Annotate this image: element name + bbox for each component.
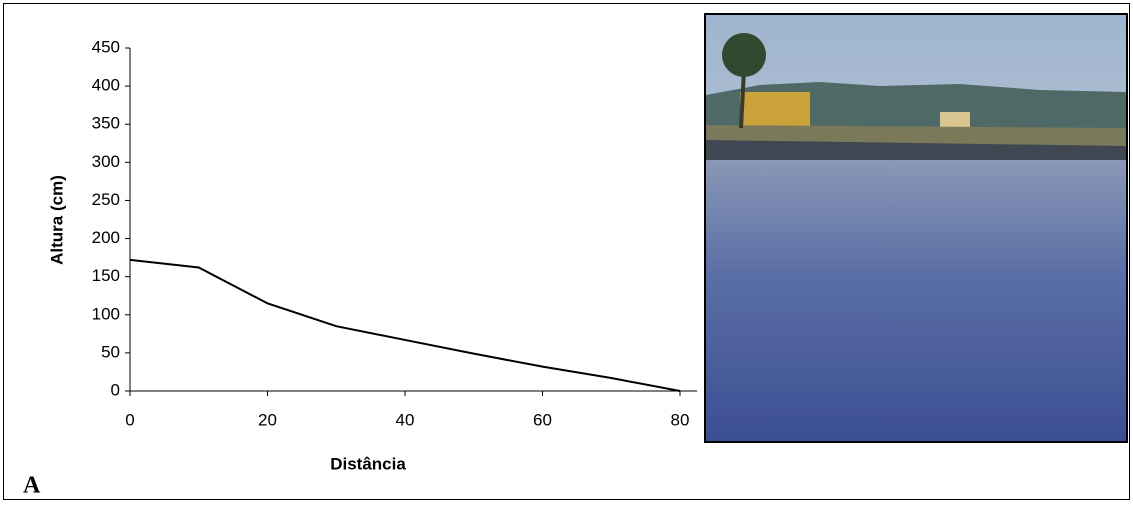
y-axis-title: Altura (cm) [47, 175, 66, 265]
y-tick-label: 300 [92, 152, 120, 171]
panel-label: A [23, 473, 41, 499]
y-tick-label: 150 [92, 266, 120, 285]
y-tick-label: 0 [111, 380, 120, 399]
x-tick-label: 60 [533, 410, 552, 429]
x-axis-title: Distância [330, 454, 406, 473]
y-tick-label: 400 [92, 76, 120, 95]
y-tick-label: 100 [92, 304, 120, 323]
y-tick-label: 350 [92, 114, 120, 133]
y-tick-label: 250 [92, 190, 120, 209]
y-tick-label: 50 [101, 342, 120, 361]
frame [3, 3, 1130, 500]
y-tick-label: 200 [92, 228, 120, 247]
line [129, 258, 681, 392]
y-tick-label: 450 [92, 37, 120, 56]
x-tick-label: 20 [258, 410, 277, 429]
x-tick-label: 0 [125, 410, 134, 429]
x-tick-label: 80 [671, 410, 690, 429]
x-tick-label: 40 [396, 410, 415, 429]
photo [704, 13, 1128, 443]
